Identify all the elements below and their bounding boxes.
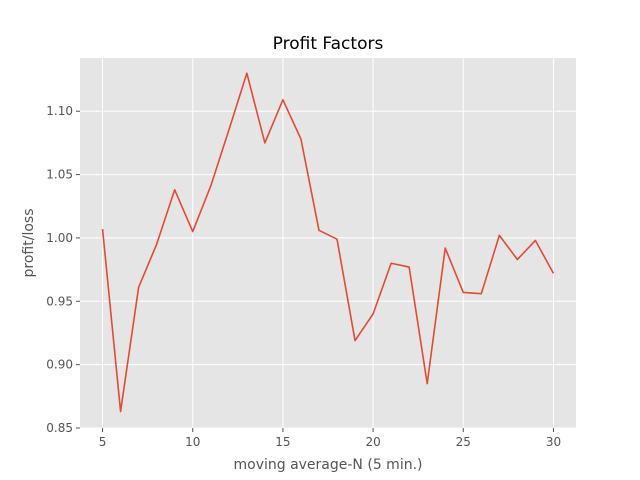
y-axis-label: profit/loss bbox=[21, 209, 37, 278]
x-tick-label: 10 bbox=[185, 435, 200, 449]
x-tick-label: 15 bbox=[275, 435, 290, 449]
series-group bbox=[101, 72, 555, 413]
y-tick-label: 1.00 bbox=[46, 231, 73, 245]
x-tick-label: 5 bbox=[99, 435, 107, 449]
y-tick-label: 0.95 bbox=[46, 294, 73, 308]
series-line bbox=[101, 72, 555, 413]
y-tick-label: 1.10 bbox=[46, 104, 73, 118]
x-tick-label: 20 bbox=[365, 435, 380, 449]
y-tick-label: 1.05 bbox=[46, 168, 73, 182]
plot-area bbox=[80, 58, 576, 428]
x-axis-label: moving average-N (5 min.) bbox=[233, 457, 422, 473]
grid bbox=[80, 58, 576, 429]
y-tick-label: 0.85 bbox=[46, 421, 73, 435]
chart-title: Profit Factors bbox=[273, 34, 384, 54]
y-tick-label: 0.90 bbox=[46, 358, 73, 372]
x-tick-label: 30 bbox=[546, 435, 561, 449]
axis-ticks: 5 10 15 20 25 30 0.85 0.90 0.95 1.00 1.05 1.10 bbox=[46, 104, 561, 449]
x-tick-label: 25 bbox=[456, 435, 471, 449]
